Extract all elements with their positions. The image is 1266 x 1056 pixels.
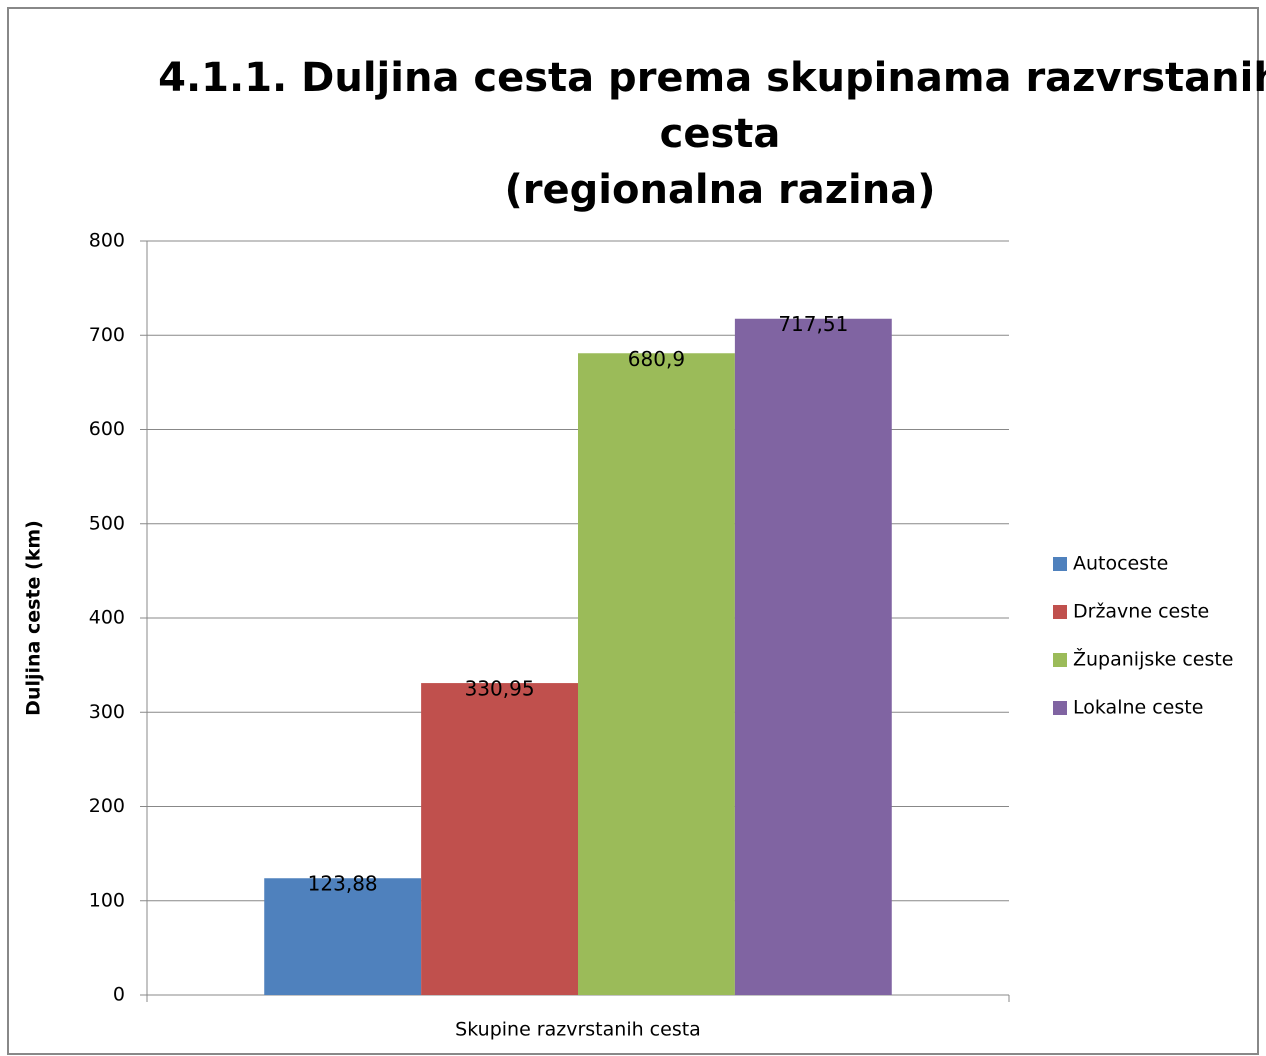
bar bbox=[264, 878, 422, 995]
data-label: 717,51 bbox=[778, 312, 848, 336]
legend-label: Državne ceste bbox=[1073, 601, 1209, 623]
y-tick-label: 400 bbox=[89, 607, 125, 629]
chart-title: (regionalna razina) bbox=[505, 167, 936, 213]
y-tick-label: 600 bbox=[89, 418, 125, 440]
data-label: 330,95 bbox=[465, 677, 535, 701]
chart-title: cesta bbox=[660, 111, 781, 157]
y-axis-label: Duljina ceste (km) bbox=[23, 520, 45, 716]
legend-swatch bbox=[1053, 701, 1067, 715]
y-tick-label: 700 bbox=[89, 324, 125, 346]
y-tick-label: 0 bbox=[113, 984, 125, 1006]
y-tick-label: 100 bbox=[89, 889, 125, 911]
legend-label: Autoceste bbox=[1073, 553, 1168, 575]
x-axis-label: Skupine razvrstanih cesta bbox=[455, 1019, 701, 1041]
legend-swatch bbox=[1053, 605, 1067, 619]
bar bbox=[578, 353, 735, 996]
bar bbox=[421, 683, 578, 995]
legend-swatch bbox=[1053, 557, 1067, 571]
bar bbox=[734, 318, 892, 995]
y-tick-label: 300 bbox=[89, 701, 125, 723]
legend-swatch bbox=[1053, 653, 1067, 667]
legend-label: Županijske ceste bbox=[1073, 648, 1234, 671]
y-tick-label: 200 bbox=[89, 795, 125, 817]
chart-title: 4.1.1. Duljina cesta prema skupinama raz… bbox=[158, 55, 1266, 101]
y-tick-label: 500 bbox=[89, 512, 125, 534]
data-label: 123,88 bbox=[308, 872, 378, 896]
data-label: 680,9 bbox=[628, 347, 685, 371]
legend-label: Lokalne ceste bbox=[1073, 697, 1203, 719]
y-tick-label: 800 bbox=[89, 230, 125, 252]
